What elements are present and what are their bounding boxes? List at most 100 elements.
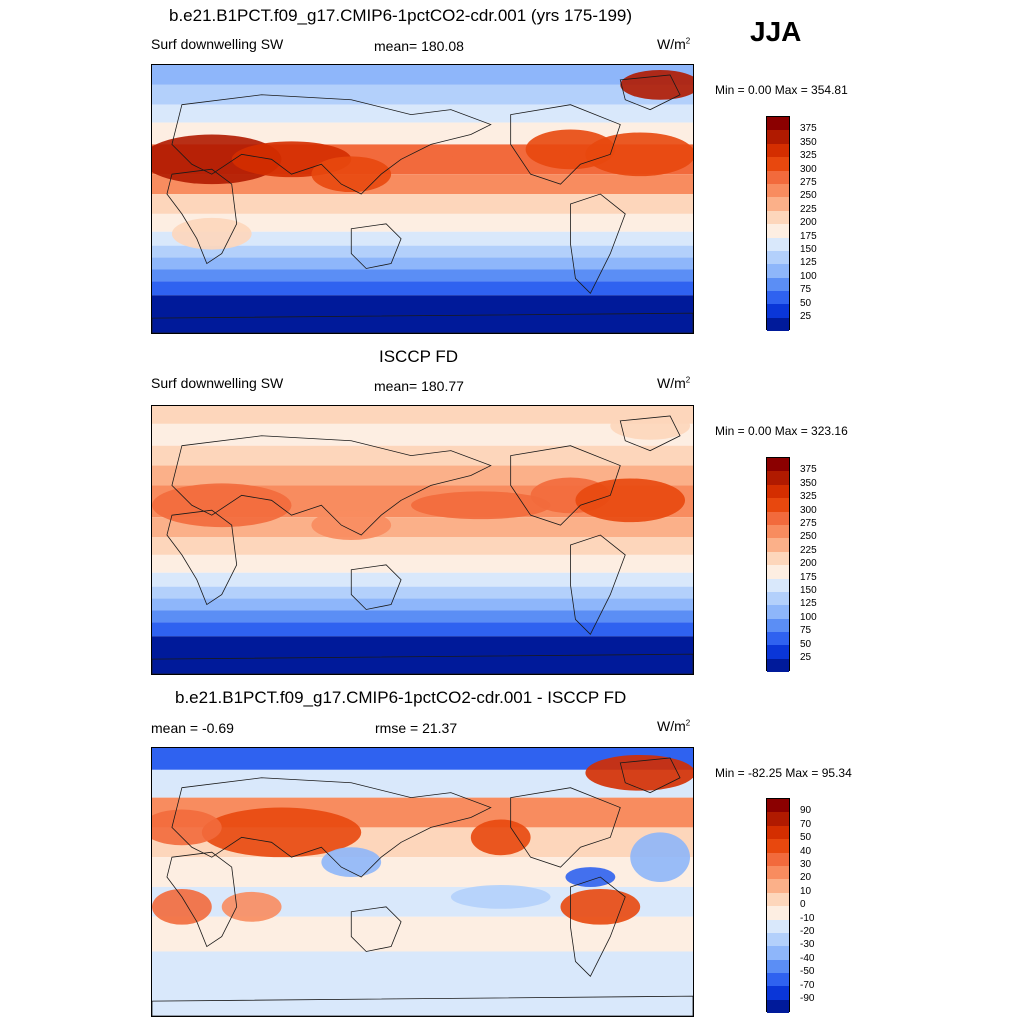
map-band xyxy=(152,65,693,85)
coastline xyxy=(152,653,693,674)
colorbar-segment xyxy=(767,511,789,525)
map-contour-region xyxy=(311,156,392,193)
map-band xyxy=(152,406,693,424)
colorbar-segment xyxy=(767,117,789,131)
colorbar-segment xyxy=(767,277,789,292)
colorbar-tick-label: 225 xyxy=(800,544,817,556)
map-contour-region xyxy=(321,847,382,878)
map-band xyxy=(152,213,693,232)
colorbar-segment xyxy=(767,892,789,907)
colorbar-tick-label: -90 xyxy=(800,993,815,1004)
coastline xyxy=(171,435,492,536)
map-band xyxy=(152,622,693,637)
map-contour-region xyxy=(575,478,686,523)
map-contour-region xyxy=(565,867,616,887)
map-band xyxy=(152,423,693,446)
map-band xyxy=(152,748,693,770)
map-contour-region xyxy=(152,888,212,925)
colorbar-tick-label: 200 xyxy=(800,217,817,229)
colorbar-tick-label: 150 xyxy=(800,244,817,255)
colorbar-tick-label: 250 xyxy=(800,531,817,543)
colorbar-segment xyxy=(767,986,789,1000)
coastline xyxy=(152,312,693,333)
colorbar-tick-label: 125 xyxy=(800,598,817,610)
colorbar-segment xyxy=(767,471,789,485)
colorbar-tick-label: 325 xyxy=(800,150,817,162)
colorbar-segment xyxy=(767,799,789,813)
coastline xyxy=(171,777,492,878)
coastline xyxy=(570,876,626,977)
map-contour-region xyxy=(152,483,292,528)
panel-1-map xyxy=(151,64,694,334)
coastline xyxy=(350,564,402,610)
season-label: JJA xyxy=(750,16,802,47)
coastline xyxy=(619,757,681,794)
map-contour-region xyxy=(171,217,252,250)
panel-2-variable-label: Surf downwelling SW xyxy=(151,375,284,391)
panel-2-minmax-label: Min = 0.00 Max = 323.16 xyxy=(715,424,848,438)
map-field xyxy=(152,748,693,1016)
map-contour-region xyxy=(585,132,693,177)
colorbar-tick-label: 300 xyxy=(800,163,817,175)
colorbar-segment xyxy=(767,879,789,893)
map-band xyxy=(152,257,693,270)
colorbar-tick-label: 30 xyxy=(800,859,812,870)
colorbar-segment xyxy=(767,183,789,198)
map-contour-region xyxy=(152,809,222,846)
colorbar-segment xyxy=(767,839,789,853)
colorbar-segment xyxy=(767,317,789,332)
panel-3-title: b.e21.B1PCT.f09_g17.CMIP6-1pctCO2-cdr.00… xyxy=(175,688,627,707)
panel-3-map xyxy=(151,747,694,1017)
colorbar-tick-label: 70 xyxy=(800,818,812,830)
map-contour-region xyxy=(620,69,693,100)
colorbar-segment xyxy=(767,224,789,238)
coastline xyxy=(166,851,238,948)
colorbar-segment xyxy=(767,578,789,592)
colorbar-tick-label: 90 xyxy=(800,805,812,817)
colorbar-tick-label: 325 xyxy=(800,491,817,503)
coastline xyxy=(570,193,626,294)
coastline xyxy=(510,104,621,185)
map-band xyxy=(152,598,693,611)
map-band xyxy=(152,537,693,555)
colorbar-segment xyxy=(767,291,789,305)
panel-2-colorbar xyxy=(766,457,790,673)
colorbar-tick-label: 0 xyxy=(800,899,806,911)
coastline xyxy=(619,74,681,111)
colorbar-segment xyxy=(767,919,789,933)
colorbar-tick-label: 350 xyxy=(800,136,817,148)
colorbar-segment xyxy=(767,484,789,499)
map-contour-region xyxy=(610,411,691,440)
map-band xyxy=(152,231,693,246)
colorbar-tick-label: 125 xyxy=(800,257,817,269)
map-contour-region xyxy=(450,884,551,909)
colorbar-tick-label: -50 xyxy=(800,966,815,978)
colorbar-tick-label: 50 xyxy=(800,832,812,844)
colorbar-segment xyxy=(767,825,789,840)
map-band xyxy=(152,269,693,282)
colorbar-tick-label: 25 xyxy=(800,311,812,322)
colorbar-segment xyxy=(767,565,789,579)
colorbar-tick-label: 50 xyxy=(800,297,812,309)
colorbar-tick-label: 300 xyxy=(800,504,817,516)
colorbar-segment xyxy=(767,852,789,866)
panel-1-title: b.e21.B1PCT.f09_g17.CMIP6-1pctCO2-cdr.00… xyxy=(169,6,633,25)
panel-3-units-label: W/m2 xyxy=(657,718,691,734)
colorbar-segment xyxy=(767,210,789,225)
colorbar-segment xyxy=(767,170,789,184)
map-field xyxy=(152,406,693,674)
colorbar-segment xyxy=(767,237,789,251)
colorbar-tick-label: 100 xyxy=(800,611,817,623)
colorbar-tick-label: 75 xyxy=(800,625,812,637)
map-contour-region xyxy=(221,891,282,922)
map-contour-region xyxy=(630,832,691,882)
colorbar-segment xyxy=(767,605,789,619)
colorbar-segment xyxy=(767,618,789,633)
map-band xyxy=(152,104,693,123)
panel-1-colorbar xyxy=(766,116,790,332)
map-contour-region xyxy=(470,819,531,856)
map-field xyxy=(152,65,693,333)
coastline xyxy=(350,223,402,269)
coastline xyxy=(619,415,681,452)
map-band xyxy=(152,554,693,573)
